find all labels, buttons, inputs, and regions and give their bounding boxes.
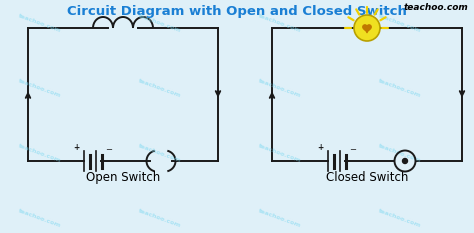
Text: teachoo.com: teachoo.com: [18, 208, 62, 228]
Text: teachoo.com: teachoo.com: [403, 3, 468, 12]
Text: teachoo.com: teachoo.com: [378, 13, 422, 33]
Text: −: −: [105, 145, 112, 154]
Text: teachoo.com: teachoo.com: [378, 78, 422, 98]
Text: teachoo.com: teachoo.com: [18, 13, 62, 33]
Text: −: −: [349, 145, 356, 154]
Text: +: +: [73, 144, 80, 153]
Text: +: +: [318, 144, 324, 153]
Text: Open Switch: Open Switch: [86, 171, 160, 184]
Text: teachoo.com: teachoo.com: [18, 78, 62, 98]
Polygon shape: [363, 25, 371, 32]
Text: teachoo.com: teachoo.com: [138, 143, 182, 163]
Text: teachoo.com: teachoo.com: [378, 208, 422, 228]
Text: teachoo.com: teachoo.com: [138, 78, 182, 98]
Circle shape: [402, 158, 408, 164]
Text: teachoo.com: teachoo.com: [378, 143, 422, 163]
Text: Circuit Diagram with Open and Closed Switch: Circuit Diagram with Open and Closed Swi…: [67, 5, 407, 18]
Text: teachoo.com: teachoo.com: [258, 13, 302, 33]
Text: teachoo.com: teachoo.com: [138, 208, 182, 228]
Circle shape: [354, 15, 380, 41]
Text: teachoo.com: teachoo.com: [18, 143, 62, 163]
Text: teachoo.com: teachoo.com: [258, 208, 302, 228]
Text: teachoo.com: teachoo.com: [258, 143, 302, 163]
Text: Closed Switch: Closed Switch: [326, 171, 408, 184]
Text: teachoo.com: teachoo.com: [138, 13, 182, 33]
Text: teachoo.com: teachoo.com: [258, 78, 302, 98]
